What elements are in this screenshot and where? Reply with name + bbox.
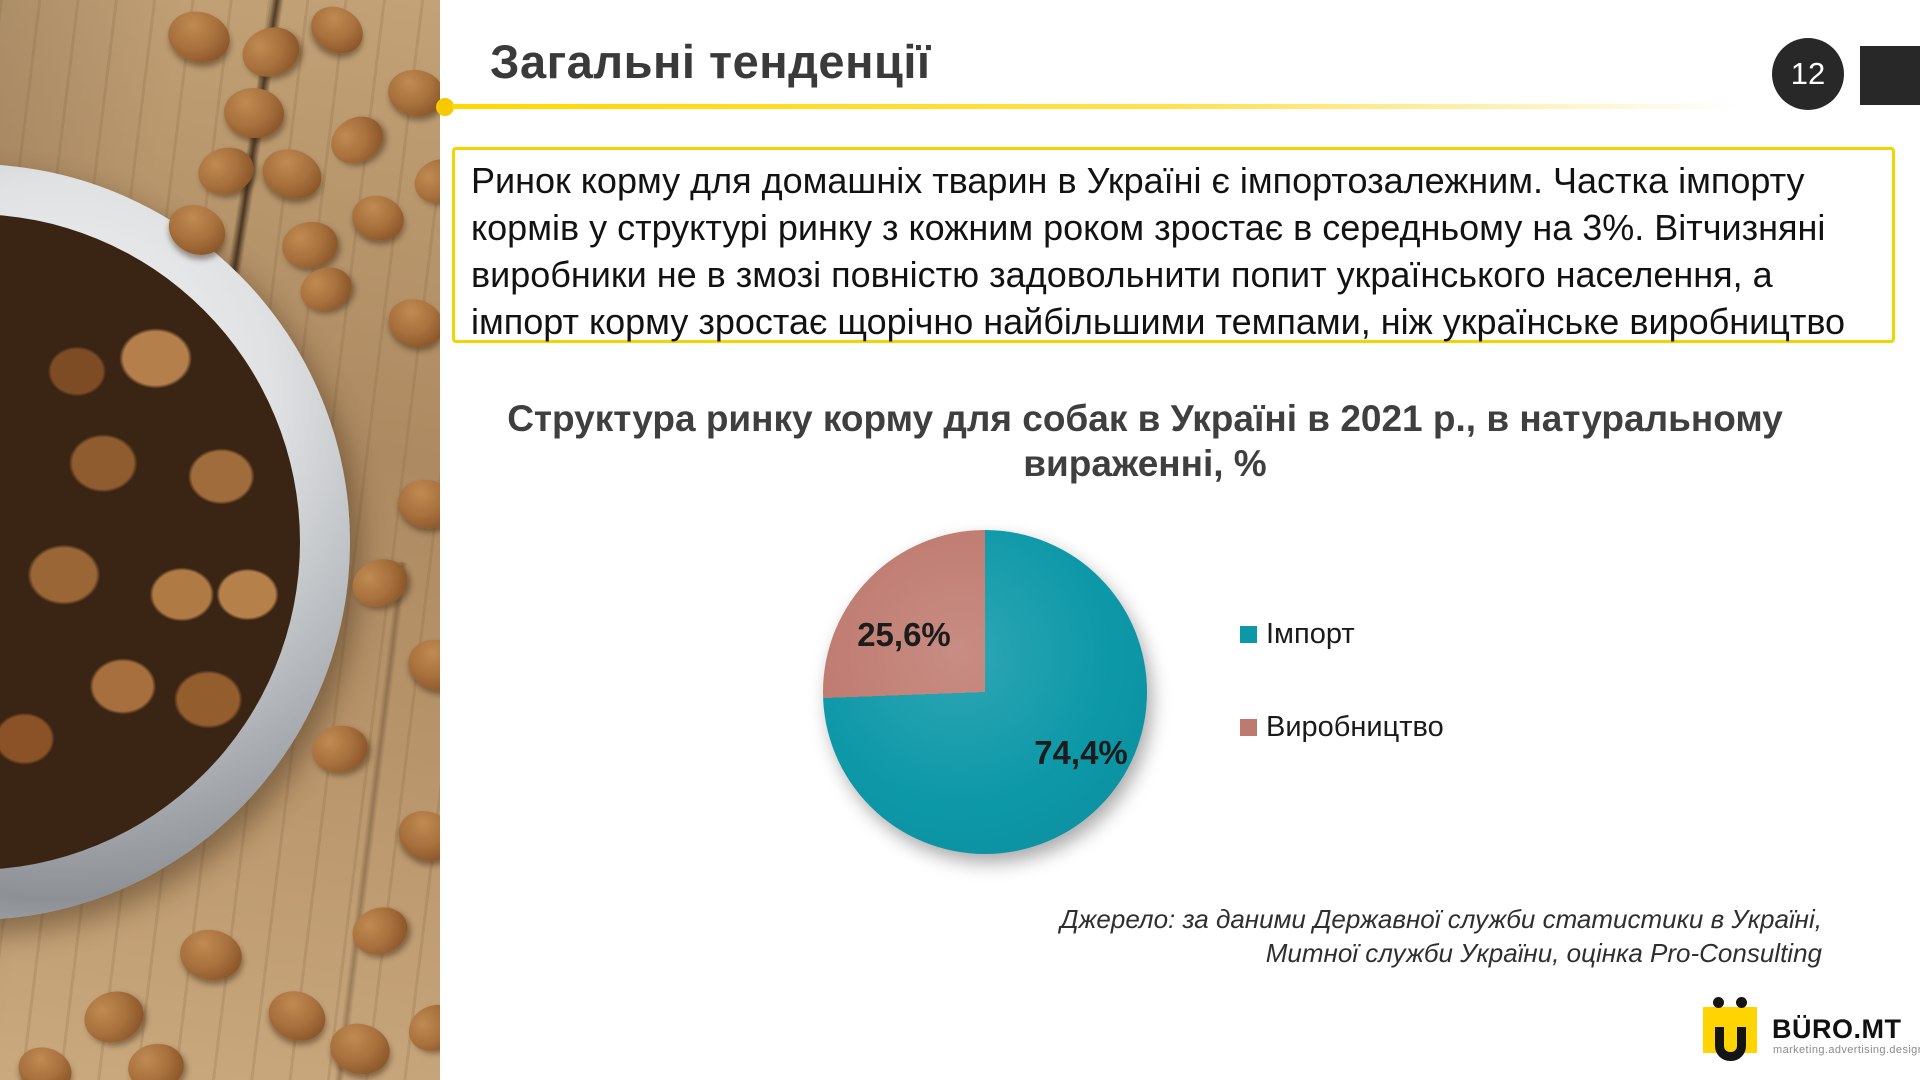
chart-legend: Імпорт Виробництво (1240, 618, 1444, 804)
legend-item-production: Виробництво (1240, 711, 1444, 744)
corner-decoration (1860, 46, 1920, 105)
pie (823, 530, 1147, 854)
logo-u-icon (1715, 1027, 1746, 1061)
legend-swatch-production (1240, 719, 1257, 736)
kibble-in-bowl (0, 214, 300, 870)
source-line-2: Митної служби України, оцінка Pro-Consul… (1265, 938, 1822, 968)
chart-title: Структура ринку корму для собак в Україн… (507, 398, 1783, 484)
page-number-badge: 12 (1772, 38, 1844, 110)
logo-tagline: marketing.advertising.design (1773, 1044, 1920, 1056)
legend-label-production: Виробництво (1266, 711, 1444, 743)
intro-text: Ринок корму для домашніх тварин в Україн… (471, 160, 1846, 342)
intro-text-box: Ринок корму для домашніх тварин в Україн… (452, 147, 1895, 343)
accent-dot-icon (436, 98, 454, 116)
legend-label-import: Імпорт (1266, 618, 1355, 650)
pie-label-production: 25,6% (857, 616, 951, 653)
logo-mark-icon (1703, 1007, 1757, 1061)
dog-food-photo (0, 0, 440, 1080)
page-number: 12 (1790, 56, 1826, 91)
chart-source-note: Джерело: за даними Державної служби стат… (822, 902, 1822, 970)
source-line-1: Джерело: за даними Державної служби стат… (1060, 904, 1822, 934)
page-title: Загальні тенденції (490, 35, 931, 88)
legend-swatch-import (1240, 626, 1257, 643)
buro-mt-logo: BÜRO.MT marketing.advertising.design (1703, 992, 1920, 1062)
logo-brand-text: BÜRO.MT (1772, 1014, 1902, 1044)
logo-umlaut-dot-icon (1713, 997, 1724, 1008)
legend-item-import: Імпорт (1240, 618, 1444, 651)
logo-umlaut-dot-icon (1736, 997, 1747, 1008)
accent-underline (452, 104, 1742, 109)
pie-label-import: 74,4% (1034, 734, 1128, 771)
